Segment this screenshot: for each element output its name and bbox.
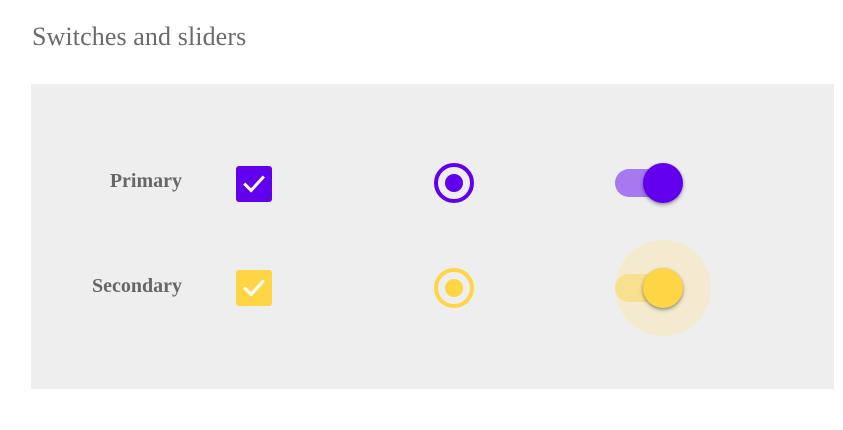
check-icon (243, 175, 265, 193)
row-label-primary: Primary (109, 170, 182, 192)
check-icon (243, 279, 265, 297)
secondary-switch[interactable] (615, 240, 711, 336)
controls-panel: Primary Secondary (31, 84, 834, 389)
primary-checkbox[interactable] (236, 166, 272, 202)
primary-switch[interactable] (615, 135, 711, 231)
row-label-secondary: Secondary (92, 275, 182, 297)
switch-thumb[interactable] (643, 163, 683, 203)
radio-selected-dot (445, 174, 463, 192)
radio-selected-dot (445, 279, 463, 297)
switch-thumb[interactable] (643, 268, 683, 308)
secondary-radio[interactable] (434, 268, 474, 308)
secondary-checkbox[interactable] (236, 270, 272, 306)
primary-radio[interactable] (434, 163, 474, 203)
page-title: Switches and sliders (32, 22, 247, 51)
